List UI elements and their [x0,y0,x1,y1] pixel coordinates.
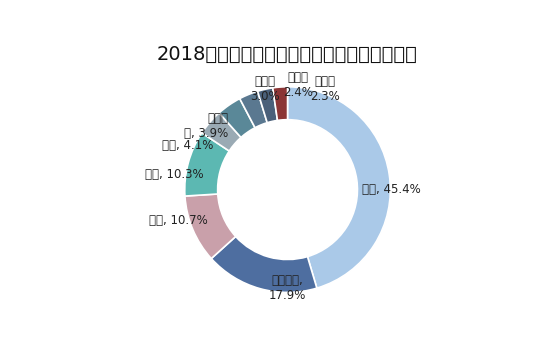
Text: 电力, 10.7%: 电力, 10.7% [148,214,207,227]
Text: 制盐，
3.0%: 制盐， 3.0% [250,75,280,103]
Wedge shape [273,87,287,120]
Text: 化工, 45.4%: 化工, 45.4% [362,183,420,196]
Text: 船舶，
2.4%: 船舶， 2.4% [283,71,313,99]
Wedge shape [258,88,278,123]
Text: 冶金，
2.3%: 冶金， 2.3% [309,75,340,103]
Text: 航空航天,
17.9%: 航空航天, 17.9% [269,274,306,302]
Text: 医药, 4.1%: 医药, 4.1% [162,139,213,152]
Wedge shape [202,113,241,151]
Wedge shape [185,133,230,196]
Wedge shape [211,237,317,293]
Wedge shape [185,194,235,259]
Text: 海洋工
程, 3.9%: 海洋工 程, 3.9% [184,112,228,140]
Title: 2018年我国钛加工材料下游应用占比统计情况: 2018年我国钛加工材料下游应用占比统计情况 [157,45,418,64]
Wedge shape [240,91,267,128]
Wedge shape [219,99,255,137]
Text: 其他, 10.3%: 其他, 10.3% [145,168,203,181]
Wedge shape [287,87,390,288]
